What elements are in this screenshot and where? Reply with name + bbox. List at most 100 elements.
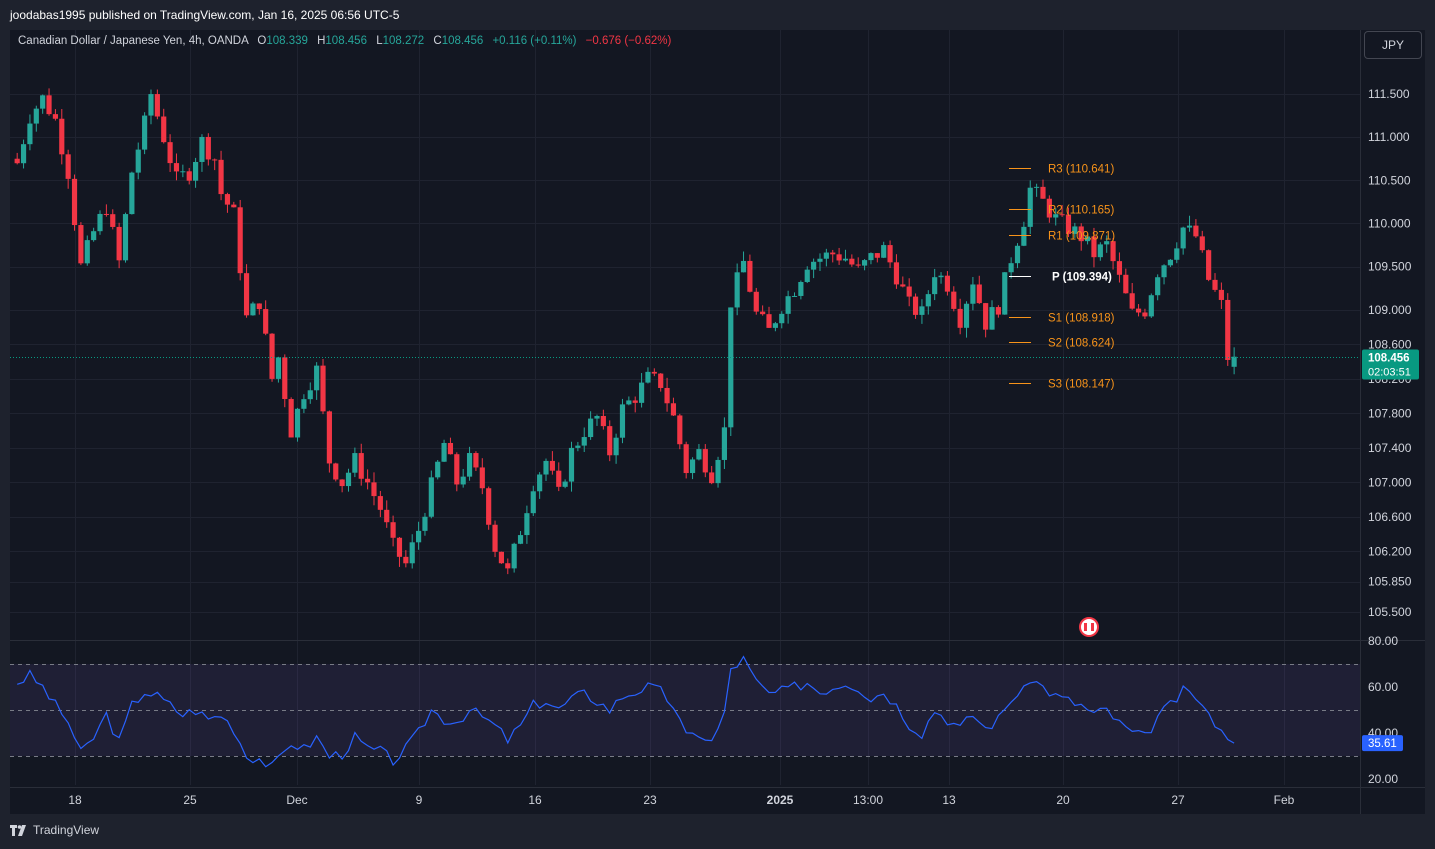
tradingview-brand[interactable]: TradingView (10, 823, 99, 837)
candle-body (390, 522, 396, 538)
candle (116, 222, 122, 269)
candle-body (1085, 236, 1091, 242)
price-tick-label: 109.500 (1368, 260, 1412, 274)
price-tick-label: 105.500 (1368, 605, 1412, 619)
candle-body (320, 365, 326, 412)
candle-body (486, 488, 492, 525)
pivot-label-r3: R3 (110.641) (1048, 164, 1114, 176)
time-tick-label: 25 (183, 793, 197, 807)
candle (932, 268, 938, 301)
candle (760, 305, 766, 316)
candle-body (161, 116, 167, 143)
candle-body (893, 262, 900, 285)
candle (588, 411, 594, 440)
candle-body (135, 149, 141, 173)
candle-body (772, 323, 778, 328)
candle-body (912, 296, 919, 315)
candle (530, 485, 536, 517)
candle-body (639, 382, 645, 403)
rsi-value-label: 35.61 (1368, 738, 1397, 750)
candle (237, 199, 243, 281)
symbol-legend: Canadian Dollar / Japanese Yen, 4h, OAND… (18, 35, 671, 47)
candle (925, 290, 931, 315)
candle-body (511, 543, 517, 569)
candle-body (275, 357, 281, 379)
currency-button[interactable]: JPY (1364, 31, 1422, 59)
candle-body (256, 303, 262, 310)
time-tick-label: 16 (528, 793, 542, 807)
pivot-levels: R3 (110.641) R2 (110.165) R1 (109.871) P (1… (1009, 164, 1115, 391)
legend-symbol[interactable]: Canadian Dollar / Japanese Yen, 4h, OAND… (18, 35, 249, 47)
candle-body (122, 214, 129, 261)
candle-body (562, 481, 568, 487)
candle (135, 142, 141, 180)
candle-body (428, 477, 434, 517)
candle-body (645, 371, 651, 383)
candle (294, 407, 301, 442)
candle (1008, 257, 1014, 279)
time-tick-label: 20 (1056, 793, 1070, 807)
candle (333, 462, 339, 482)
candle-body (1155, 277, 1161, 296)
candle (651, 368, 657, 377)
pivot-label-r1: R1 (109.871) (1048, 231, 1115, 243)
candle-body (626, 400, 632, 405)
candle (658, 373, 664, 392)
candle-body (1097, 244, 1103, 258)
candle (900, 276, 906, 288)
candle-body (97, 213, 103, 232)
candle (951, 286, 957, 312)
candle (728, 307, 734, 437)
candle (1116, 252, 1123, 283)
candle (1231, 347, 1237, 375)
time-axis[interactable]: 18 25 Dec 9 16 23 2025 13:00 13 20 27 Feb (68, 793, 1294, 807)
candle-body (549, 460, 555, 471)
pivot-label-s1: S1 (108.918) (1048, 313, 1115, 325)
canada-flag-icon[interactable] (1079, 617, 1099, 637)
candle (339, 479, 345, 493)
candle (403, 550, 409, 568)
candle-body (454, 454, 460, 485)
candle-body (747, 260, 753, 292)
candle-body (1142, 312, 1148, 317)
candle-body (212, 159, 218, 161)
candle-body (505, 563, 511, 569)
price-tick-label: 106.200 (1368, 544, 1412, 558)
pivot-label-p: P (109.394) (1052, 272, 1112, 284)
candle (849, 254, 855, 267)
time-tick-label: 13 (942, 793, 956, 807)
candle (549, 451, 555, 475)
candle-body (1161, 265, 1167, 278)
candle (1123, 268, 1129, 294)
rsi-tick-label: 80.00 (1368, 634, 1398, 648)
candle (78, 222, 84, 266)
candle-body (282, 357, 288, 400)
candle-body (944, 275, 950, 292)
candle-body (435, 461, 441, 478)
candle-body (842, 258, 849, 261)
candle (1091, 227, 1097, 268)
candle (963, 301, 970, 338)
candle-body (989, 307, 995, 330)
candle (874, 253, 880, 263)
candle (416, 521, 422, 550)
chart-frame[interactable] (10, 30, 1425, 814)
candle-body (288, 399, 294, 438)
legend-close-value: 108.456 (441, 35, 484, 47)
legend-high-value: 108.456 (325, 35, 367, 47)
candle (269, 333, 275, 382)
candle (1085, 236, 1091, 245)
candle (1129, 282, 1135, 310)
price-tick-label: 105.850 (1368, 575, 1412, 589)
candle-body (1148, 295, 1154, 317)
candle-body (1034, 186, 1040, 188)
candle (556, 462, 562, 492)
candle (912, 293, 919, 319)
candle (626, 396, 632, 406)
candle-body (728, 307, 734, 428)
candle-body (874, 253, 880, 258)
candle-body (849, 258, 855, 265)
candle-body (14, 158, 20, 164)
